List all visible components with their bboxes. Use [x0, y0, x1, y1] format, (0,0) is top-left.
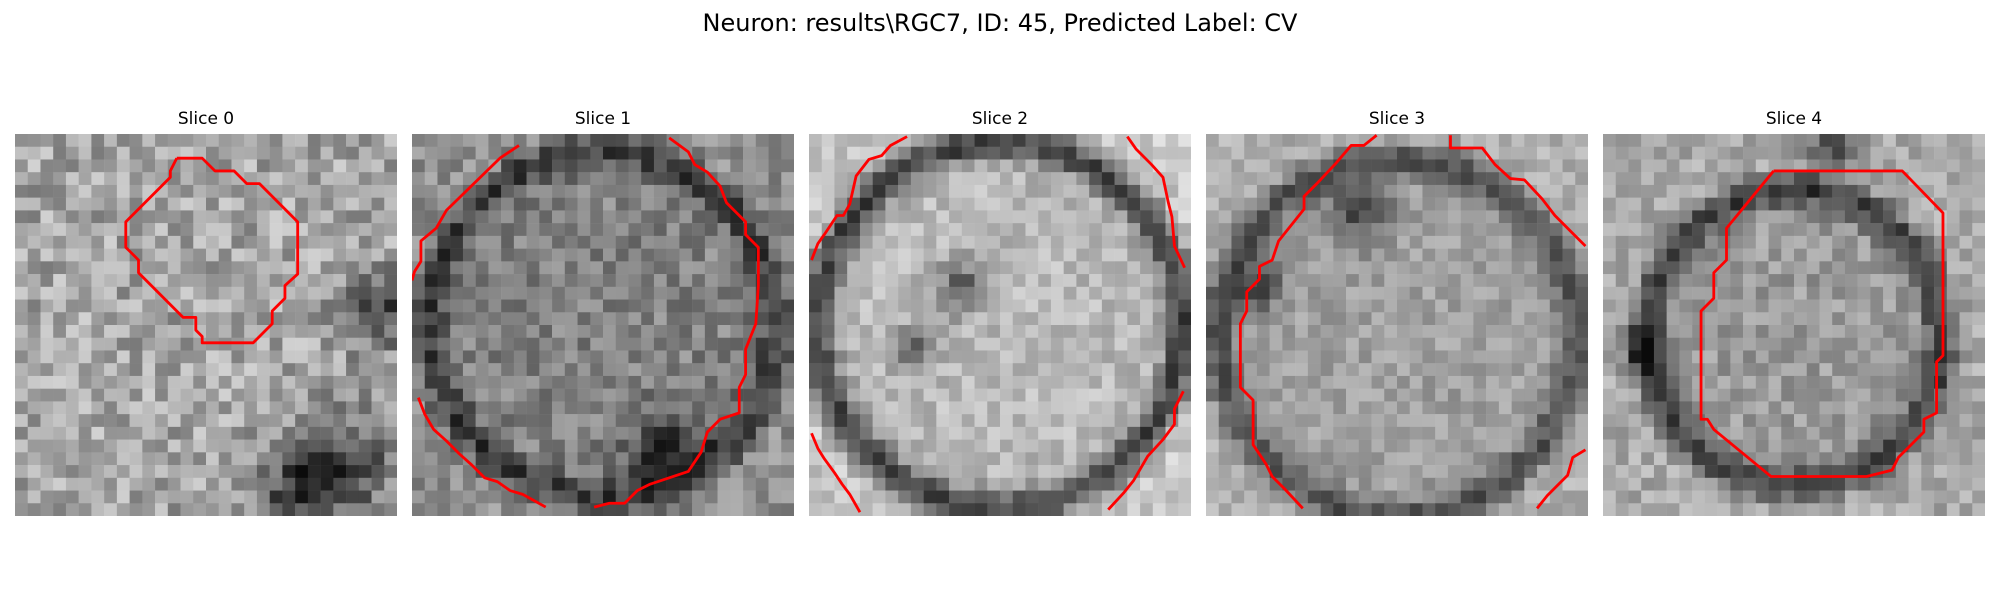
slice-panel-3: Slice 3	[1206, 108, 1588, 520]
contour-line	[1107, 390, 1185, 511]
slice-image	[412, 134, 794, 516]
slice-title: Slice 3	[1368, 109, 1426, 129]
slice-panel-1: Slice 1	[412, 108, 794, 520]
slice-panel-4: Slice 4	[1603, 108, 1985, 520]
contour-line	[1449, 135, 1587, 248]
contour-line	[593, 136, 760, 509]
slice-image	[1206, 134, 1588, 516]
slice-title: Slice 4	[1765, 109, 1823, 129]
contour-line	[1126, 135, 1186, 269]
slice-panel-2: Slice 2	[809, 108, 1191, 520]
slice-title: Slice 2	[971, 109, 1029, 129]
contour-line	[810, 432, 862, 513]
slice-image	[1603, 134, 1985, 516]
contour-line	[412, 144, 520, 281]
contour-line	[1699, 169, 1945, 478]
slice-image	[15, 134, 397, 516]
contour-line	[810, 135, 908, 261]
contour-line	[124, 156, 300, 345]
slice-title: Slice 1	[574, 109, 632, 129]
slice-image	[809, 134, 1191, 516]
slice-title: Slice 0	[177, 109, 235, 129]
figure-title: Neuron: results\RGC7, ID: 45, Predicted …	[702, 9, 1298, 37]
slice-panel-0: Slice 0	[15, 108, 397, 520]
contour-line	[417, 397, 547, 509]
contour-line	[1535, 448, 1587, 510]
contour-line	[1238, 134, 1378, 510]
